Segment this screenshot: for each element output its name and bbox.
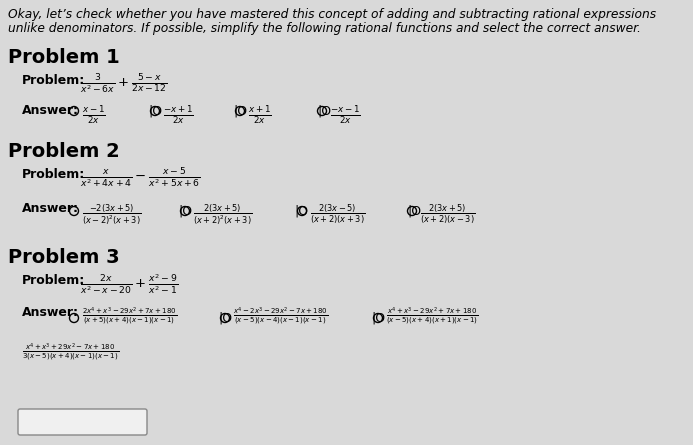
Text: $\frac{x-1}{2x}$: $\frac{x-1}{2x}$	[82, 104, 106, 126]
Text: |O: |O	[233, 105, 247, 117]
Text: $\frac{2x}{x^2-x-20}+\frac{x^2-9}{x^2-1}$: $\frac{2x}{x^2-x-20}+\frac{x^2-9}{x^2-1}…	[80, 272, 178, 296]
Text: |O: |O	[371, 312, 385, 324]
Text: Check Your Answers: Check Your Answers	[23, 416, 142, 429]
Text: Okay, let’s check whether you have mastered this concept of adding and subtracti: Okay, let’s check whether you have maste…	[8, 8, 656, 21]
Text: $\frac{2(3x-5)}{(x+2)(x+3)}$: $\frac{2(3x-5)}{(x+2)(x+3)}$	[310, 202, 365, 226]
Text: Problem 1: Problem 1	[8, 48, 120, 67]
Text: $\frac{x^4+x^3-29x^2+7x+180}{(x-5)(x+4)(x+1)(x-1)}$: $\frac{x^4+x^3-29x^2+7x+180}{(x-5)(x+4)(…	[386, 306, 479, 328]
Text: $\frac{x+1}{2x}$: $\frac{x+1}{2x}$	[248, 104, 272, 126]
Text: |O: |O	[317, 105, 331, 117]
Text: |O: |O	[294, 205, 308, 218]
Text: $\frac{2x^4+x^3-29x^2+7x+180}{(x+5)(x+4)(x-1)(x-1)}$: $\frac{2x^4+x^3-29x^2+7x+180}{(x+5)(x+4)…	[82, 306, 177, 328]
Text: $\frac{x^4+x^3+29x^2-7x+180}{3(x-5)(x+4)(x-1)(x-1)}$: $\frac{x^4+x^3+29x^2-7x+180}{3(x-5)(x+4)…	[22, 342, 119, 364]
Text: $\frac{2(3x+5)}{(x+2)(x-3)}$: $\frac{2(3x+5)}{(x+2)(x-3)}$	[420, 202, 475, 226]
Text: |O: |O	[407, 205, 421, 218]
Text: Answer:: Answer:	[22, 104, 79, 117]
FancyBboxPatch shape	[18, 409, 147, 435]
Text: $\frac{-x-1}{2x}$: $\frac{-x-1}{2x}$	[330, 104, 361, 126]
Text: unlike denominators. If possible, simplify the following rational functions and : unlike denominators. If possible, simpli…	[8, 22, 641, 35]
Text: Problem:: Problem:	[22, 74, 85, 87]
Text: |O: |O	[178, 205, 192, 218]
Text: Problem:: Problem:	[22, 274, 85, 287]
Text: $\frac{x}{x^2+4x+4}-\frac{x-5}{x^2+5x+6}$: $\frac{x}{x^2+4x+4}-\frac{x-5}{x^2+5x+6}…	[80, 166, 201, 190]
Text: $\frac{-2(3x+5)}{(x-2)^2(x+3)}$: $\frac{-2(3x+5)}{(x-2)^2(x+3)}$	[82, 202, 141, 227]
Text: $\frac{3}{x^2-6x}+\frac{5-x}{2x-12}$: $\frac{3}{x^2-6x}+\frac{5-x}{2x-12}$	[80, 72, 168, 96]
Text: $\frac{2(3x+5)}{(x+2)^2(x+3)}$: $\frac{2(3x+5)}{(x+2)^2(x+3)}$	[193, 202, 252, 227]
Text: Answer:: Answer:	[22, 306, 79, 319]
Text: $\frac{-x+1}{2x}$: $\frac{-x+1}{2x}$	[163, 104, 194, 126]
Text: Problem 3: Problem 3	[8, 248, 120, 267]
Text: |O: |O	[148, 105, 162, 117]
Text: $\frac{x^4-2x^3-29x^2-7x+180}{(x-5)(x-4)(x-1)(x-1)}$: $\frac{x^4-2x^3-29x^2-7x+180}{(x-5)(x-4)…	[233, 306, 328, 328]
Text: Problem 2: Problem 2	[8, 142, 120, 161]
Text: Answer:: Answer:	[22, 202, 79, 215]
Text: |O: |O	[218, 312, 232, 324]
Text: Problem:: Problem:	[22, 168, 85, 181]
